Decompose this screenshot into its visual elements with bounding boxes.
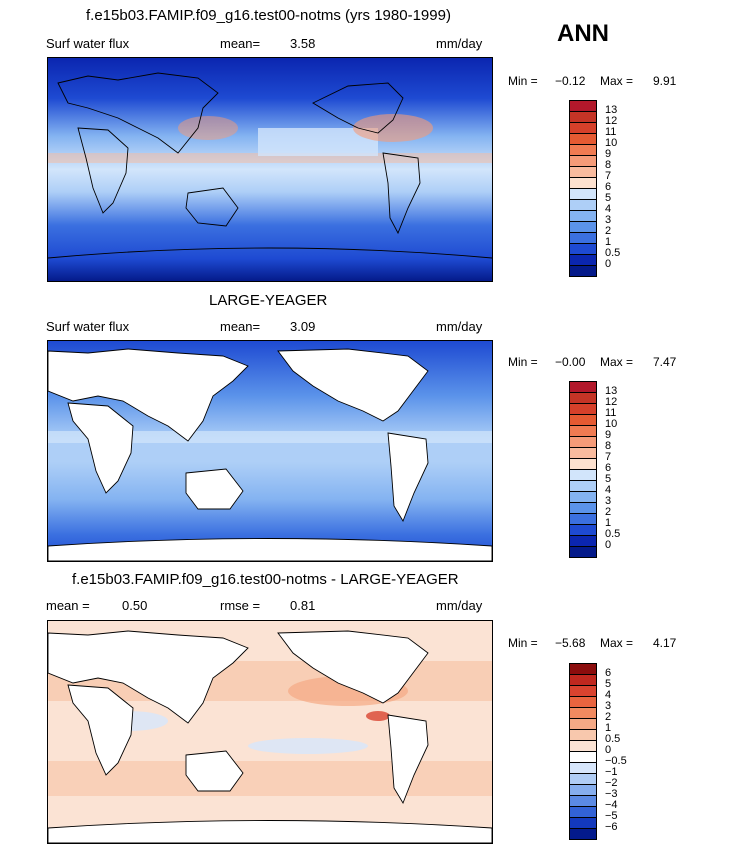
colorbar-tick-label: 0.5 (605, 247, 621, 259)
panel-3-max-label: Max = (600, 636, 634, 650)
colorbar-tick-label: 4 (605, 484, 612, 496)
panel-2-max-label: Max = (600, 355, 634, 369)
colorbar-tick-label: 10 (605, 418, 618, 430)
panel-3-mean-value: 0.50 (122, 598, 148, 613)
colorbar-tick-label: −0.5 (605, 755, 627, 767)
panel-1-map-canvas (48, 58, 492, 281)
panel-2-mean-label: mean= (220, 319, 261, 334)
panel-3-rmse-value: 0.81 (290, 598, 316, 613)
colorbar-tick-label: −5 (605, 810, 618, 822)
colorbar-tick-label: 1 (605, 236, 612, 248)
colorbar-tick-label: 5 (605, 192, 612, 204)
colorbar-tick-label: −2 (605, 777, 618, 789)
colorbar-tick-label: 0 (605, 539, 612, 551)
panel-1-min-label: Min = (508, 74, 538, 88)
colorbar-tick-label: −6 (605, 821, 618, 833)
colorbar-tick-label: 0.5 (605, 528, 621, 540)
colorbar-tick-label: −3 (605, 788, 618, 800)
colorbar-tick-label: −4 (605, 799, 618, 811)
colorbar-tick-label: 9 (605, 429, 612, 441)
panel-1-title: f.e15b03.FAMIP.f09_g16.test00-notms (yrs… (86, 7, 451, 24)
colorbar-tick-label: 13 (605, 104, 618, 116)
panel-2-max-value: 7.47 (653, 355, 677, 369)
colorbar-tick-label: 6 (605, 181, 612, 193)
panel-3-max-value: 4.17 (653, 636, 677, 650)
colorbar-tick-label: 0 (605, 744, 612, 756)
panel-1-mean-value: 3.58 (290, 36, 316, 51)
panel-3-min-value: −5.68 (555, 636, 586, 650)
colorbar-tick-label: 12 (605, 396, 618, 408)
panel-2-map (47, 340, 493, 562)
panel-1-mean-label: mean= (220, 36, 261, 51)
panel-2-colorbar: 13 12 11 10 9 8 7 6 5 4 3 2 1 0.5 0 (569, 381, 669, 558)
colorbar-tick-label: 3 (605, 495, 612, 507)
colorbar-tick-label: 2 (605, 506, 612, 518)
colorbar-tick-label: 3 (605, 700, 612, 712)
panel-1-variable: Surf water flux (46, 36, 130, 51)
colorbar-tick-label: 4 (605, 689, 612, 701)
colorbar-tick-label: 2 (605, 711, 612, 723)
colorbar-tick-label: 13 (605, 385, 618, 397)
panel-2-map-canvas (48, 341, 492, 561)
panel-1-max-label: Max = (600, 74, 634, 88)
colorbar-tick-label: 4 (605, 203, 612, 215)
panel-1-map (47, 57, 493, 282)
colorbar-tick-label: 11 (605, 126, 617, 138)
panel-3-rmse-label: rmse = (220, 598, 261, 613)
colorbar-swatch (569, 546, 597, 558)
colorbar-tick-label: 8 (605, 159, 612, 171)
colorbar-tick-label: 9 (605, 148, 612, 160)
panel-2-units: mm/day (436, 319, 483, 334)
panel-2-min-label: Min = (508, 355, 538, 369)
colorbar-tick-label: 6 (605, 667, 612, 679)
colorbar-tick-label: 7 (605, 170, 612, 182)
panel-3-colorbar: 6 5 4 3 2 1 0.5 0 −0.5 −1 −2 −3 −4 −5 −6 (569, 663, 669, 840)
colorbar-tick-label: 12 (605, 115, 618, 127)
colorbar-tick-label: −1 (605, 766, 618, 778)
colorbar-swatch (569, 828, 597, 840)
colorbar-tick-label: 0 (605, 258, 612, 270)
colorbar-tick-label: 3 (605, 214, 612, 226)
colorbar-tick-label: 8 (605, 440, 612, 452)
colorbar-tick-label: 2 (605, 225, 612, 237)
panel-3-min-label: Min = (508, 636, 538, 650)
colorbar-tick-label: 0.5 (605, 733, 621, 745)
panel-1-max-value: 9.91 (653, 74, 677, 88)
panel-1-units: mm/day (436, 36, 483, 51)
panel-3-title: f.e15b03.FAMIP.f09_g16.test00-notms - LA… (72, 571, 459, 588)
panel-3-units: mm/day (436, 598, 483, 613)
colorbar-tick-label: 11 (605, 407, 617, 419)
panel-3-map-canvas (48, 621, 492, 843)
season-label: ANN (557, 20, 609, 47)
panel-2-mean-value: 3.09 (290, 319, 316, 334)
panel-2-title: LARGE-YEAGER (209, 292, 328, 309)
colorbar-tick-label: 7 (605, 451, 612, 463)
colorbar-tick-label: 5 (605, 678, 612, 690)
panel-3-map (47, 620, 493, 844)
colorbar-tick-label: 1 (605, 517, 612, 529)
panel-3-mean-label: mean = (46, 598, 90, 613)
panel-1-min-value: −0.12 (555, 74, 586, 88)
colorbar-swatch (569, 265, 597, 277)
colorbar-tick-label: 10 (605, 137, 618, 149)
panel-2-variable: Surf water flux (46, 319, 130, 334)
colorbar-tick-label: 6 (605, 462, 612, 474)
colorbar-tick-label: 5 (605, 473, 612, 485)
colorbar-tick-label: 1 (605, 722, 612, 734)
panel-1-colorbar: 13 12 11 10 9 8 7 6 5 4 3 2 1 0.5 0 (569, 100, 669, 277)
panel-2-min-value: −0.00 (555, 355, 586, 369)
